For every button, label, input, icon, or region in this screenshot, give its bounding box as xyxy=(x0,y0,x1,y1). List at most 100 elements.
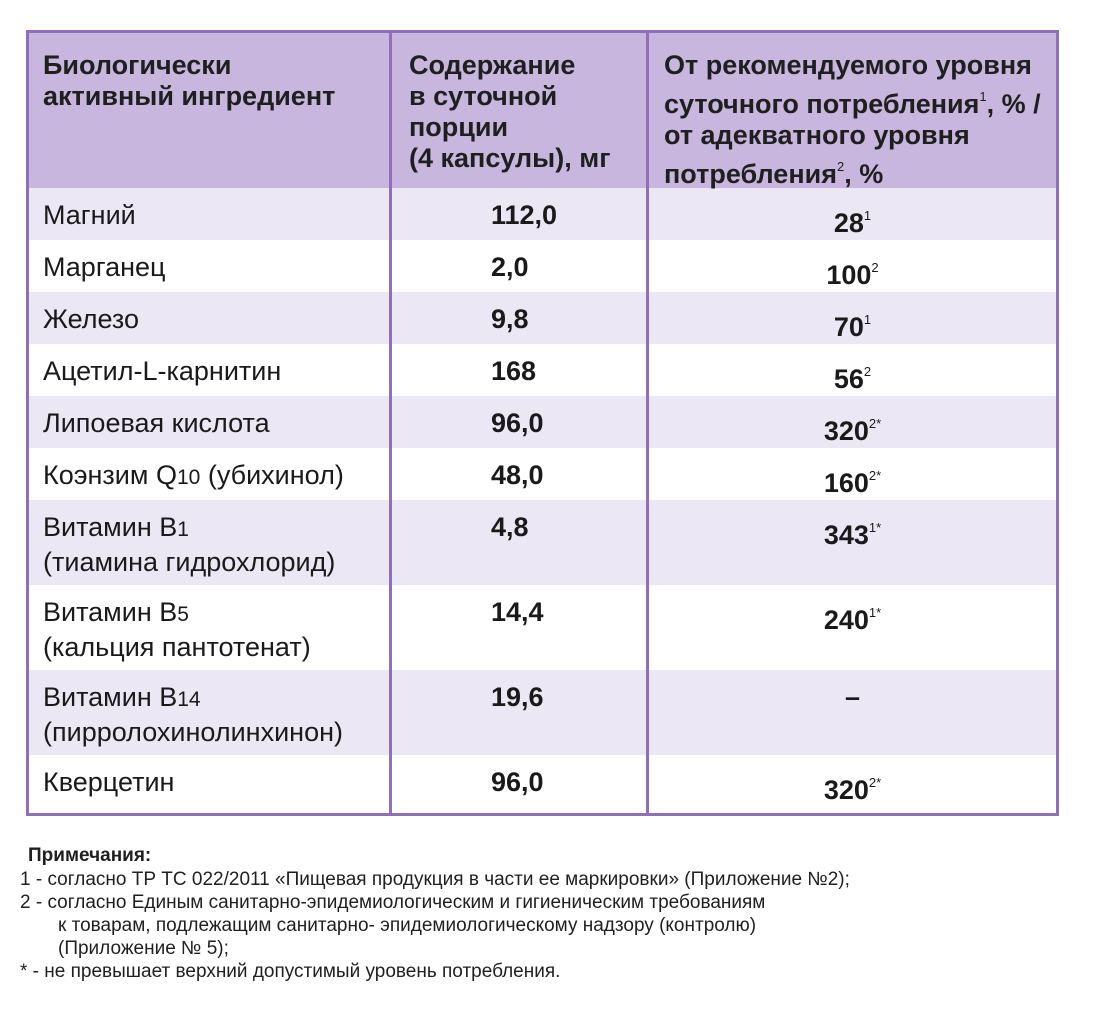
ingredient-name: Ацетил-L-карнитин xyxy=(43,356,282,386)
percent-value: 28 xyxy=(833,208,864,238)
ingredient-amount: 19,6 xyxy=(389,670,646,755)
ingredient-name: Витамин B1 (тиамина гидрохлорид) xyxy=(29,500,389,585)
name-line: (кальция пантотенат) xyxy=(43,632,311,662)
header-percent-line: от адекватного уровня xyxy=(664,120,970,150)
table-row: Витамин B1 (тиамина гидрохлорид) 4,8 343… xyxy=(29,500,1056,585)
percent-value: 240 xyxy=(823,605,869,635)
header-ingredient-line: Биологически xyxy=(43,50,232,80)
ingredient-name: Коэнзим Q10 (убихинол) xyxy=(29,448,389,500)
footnote-marker: 1 xyxy=(979,89,987,104)
percent-value: – xyxy=(844,682,861,712)
footnote-marker: 2 xyxy=(836,159,845,174)
table-header-row: Биологически активный ингредиент Содержа… xyxy=(29,33,1056,190)
nutrition-table: Биологически активный ингредиент Содержа… xyxy=(26,30,1059,816)
footnote-marker: 2* xyxy=(868,416,882,431)
header-percent-text: , % / xyxy=(986,89,1041,119)
ingredient-name: Железо xyxy=(43,304,139,334)
header-content: Содержание в суточной порции (4 капсулы)… xyxy=(389,33,646,188)
table-row: Ацетил-L-карнитин 168 562 xyxy=(29,344,1056,396)
ingredient-name: Марганец xyxy=(43,252,166,282)
header-percent-line: суточного потребления1, % / xyxy=(664,81,1056,120)
footnote-marker: 1 xyxy=(863,312,872,327)
ingredient-amount: 96,0 xyxy=(389,755,646,813)
name-line: (тиамина гидрохлорид) xyxy=(43,547,336,577)
footnotes-title: Примечания: xyxy=(28,845,152,866)
table-row: Витамин B14 (пирролохинолинхинон) 19,6 – xyxy=(29,670,1056,755)
footnote-marker: 2 xyxy=(871,260,879,275)
name-subscript: 10 xyxy=(176,466,201,489)
table-row: Витамин B5 (кальция пантотенат) 14,4 240… xyxy=(29,585,1056,670)
ingredient-name: Витамин B5 (кальция пантотенат) xyxy=(29,585,389,670)
ingredient-amount: 2,0 xyxy=(389,240,646,292)
percent-value: 70 xyxy=(833,312,864,342)
table-row: Железо 9,8 701 xyxy=(29,292,1056,344)
ingredient-name: Витамин B14 (пирролохинолинхинон) xyxy=(29,670,389,755)
ingredient-name: Кверцетин xyxy=(43,767,175,797)
ingredient-percent: 701 xyxy=(646,292,1056,344)
table-row: Магний 112,0 281 xyxy=(29,188,1056,240)
footnote-line: (Приложение № 5); xyxy=(58,938,229,959)
name-line: Витамин B5 xyxy=(43,596,389,631)
name-text: Витамин B xyxy=(43,682,178,712)
header-percent-text: суточного потребления xyxy=(664,89,980,119)
name-text: Витамин B xyxy=(43,512,178,542)
footnote-marker: 1 xyxy=(863,208,872,223)
ingredient-percent: 2401* xyxy=(646,585,1056,670)
footnote-marker: 2* xyxy=(868,468,882,483)
name-line: (пирролохинолинхинон) xyxy=(43,717,343,747)
footnote-marker: 1* xyxy=(868,605,882,620)
footnote-marker: 1* xyxy=(868,520,882,535)
header-ingredient-line: активный ингредиент xyxy=(43,81,336,111)
ingredient-amount: 4,8 xyxy=(389,500,646,585)
ingredient-percent: 281 xyxy=(646,188,1056,240)
name-text: Витамин B xyxy=(43,597,178,627)
name-text: (убихинол) xyxy=(200,460,344,490)
footnote-marker: 2 xyxy=(863,364,872,379)
footnote-line: * - не превышает верхний допустимый уров… xyxy=(20,961,561,982)
table-row: Коэнзим Q10 (убихинол) 48,0 1602* xyxy=(29,448,1056,500)
footnotes: Примечания: 1 - согласно ТР ТС 022/2011 … xyxy=(20,844,1100,983)
name-subscript: 1 xyxy=(177,518,189,541)
table-row: Кверцетин 96,0 3202* xyxy=(29,755,1056,813)
percent-value: 100 xyxy=(826,260,872,290)
header-content-line: (4 капсулы), мг xyxy=(409,143,611,173)
ingredient-amount: 9,8 xyxy=(389,292,646,344)
ingredient-percent: 1002 xyxy=(646,240,1056,292)
ingredient-percent: 1602* xyxy=(646,448,1056,500)
footnote-line: 1 - согласно ТР ТС 022/2011 «Пищевая про… xyxy=(20,869,850,890)
footnote-marker: 2* xyxy=(868,775,882,790)
header-content-line: порции xyxy=(409,112,509,142)
ingredient-name: Липоевая кислота xyxy=(43,408,270,438)
table-row: Липоевая кислота 96,0 3202* xyxy=(29,396,1056,448)
name-subscript: 14 xyxy=(177,688,201,711)
ingredient-amount: 48,0 xyxy=(389,448,646,500)
header-percent: От рекомендуемого уровня суточного потре… xyxy=(646,33,1056,190)
ingredient-amount: 168 xyxy=(389,344,646,396)
header-percent-text: потребления xyxy=(664,159,837,189)
name-text: Коэнзим Q xyxy=(43,460,177,490)
percent-value: 343 xyxy=(823,520,869,550)
header-percent-line: От рекомендуемого уровня xyxy=(664,50,1032,80)
ingredient-percent: 3431* xyxy=(646,500,1056,585)
header-percent-line: потребления2, % xyxy=(664,151,1056,190)
header-content-line: Содержание xyxy=(409,50,576,80)
ingredient-percent: 562 xyxy=(646,344,1056,396)
percent-value: 320 xyxy=(823,416,869,446)
percent-value: 56 xyxy=(833,364,864,394)
ingredient-amount: 14,4 xyxy=(389,585,646,670)
ingredient-percent: 3202* xyxy=(646,755,1056,813)
ingredient-percent: 3202* xyxy=(646,396,1056,448)
ingredient-name: Магний xyxy=(43,200,136,230)
percent-value: 320 xyxy=(823,775,869,805)
header-percent-text: , % xyxy=(844,159,884,189)
percent-value: 160 xyxy=(823,468,869,498)
footnote-line: к товарам, подлежащим санитарно- эпидеми… xyxy=(58,915,757,936)
ingredient-amount: 96,0 xyxy=(389,396,646,448)
name-line: Витамин B1 xyxy=(43,511,389,546)
table-row: Марганец 2,0 1002 xyxy=(29,240,1056,292)
ingredient-percent: – xyxy=(646,670,1056,755)
name-subscript: 5 xyxy=(177,603,189,626)
name-line: Витамин B14 xyxy=(43,681,389,716)
header-content-line: в суточной xyxy=(409,81,558,111)
footnote-line: 2 - согласно Единым санитарно-эпидемиоло… xyxy=(20,892,766,913)
